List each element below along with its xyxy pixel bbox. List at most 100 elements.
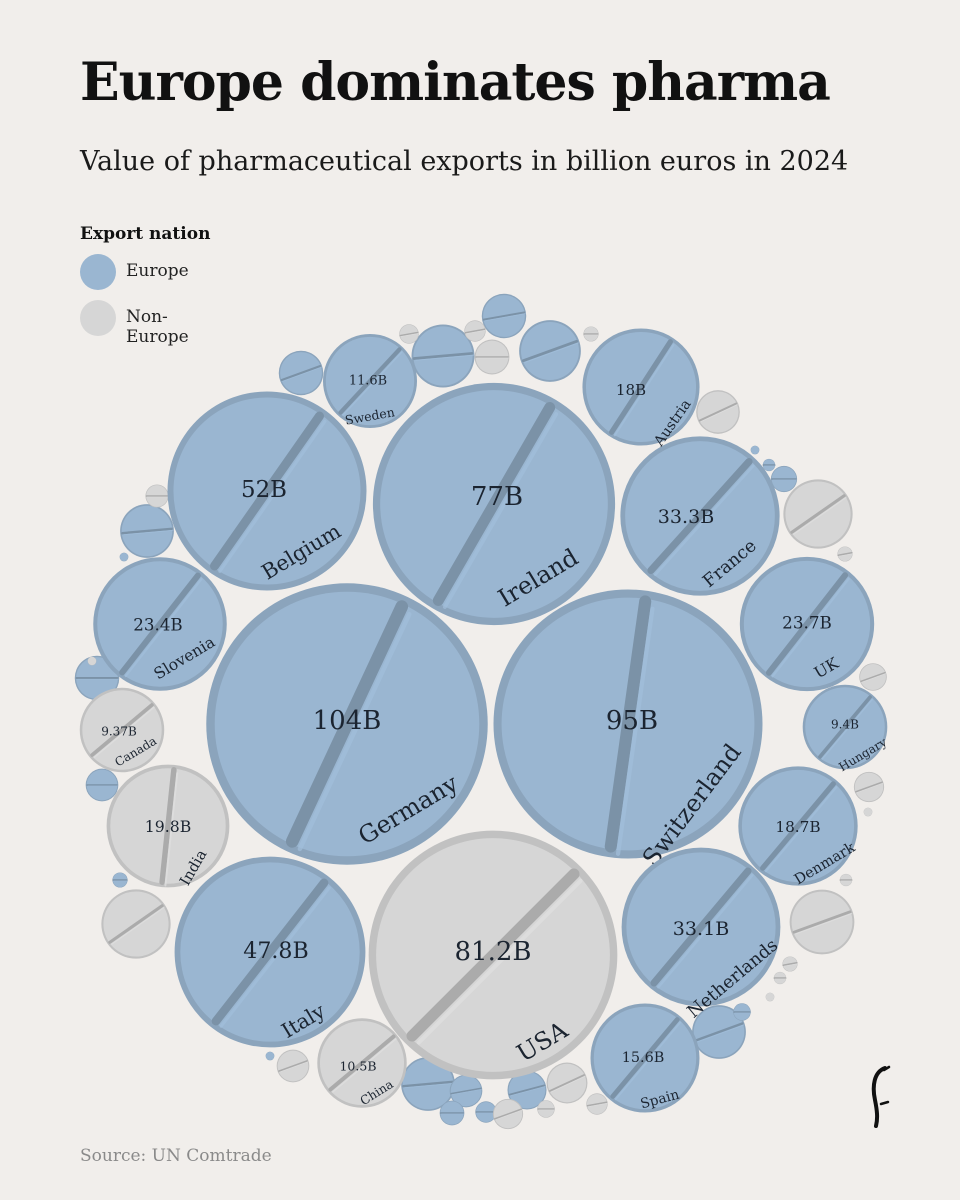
unlabeled-bubble-32: [586, 1093, 608, 1115]
unlabeled-9-score-line: [450, 1087, 482, 1095]
india-score-line: [159, 767, 177, 885]
unlabeled-28-score-highlight: [495, 1109, 523, 1120]
value-label-usa: 81.2B: [455, 937, 532, 967]
unlabeled-bubble-16: [762, 458, 776, 472]
value-label-austria: 18B: [616, 381, 646, 399]
unlabeled-bubble-23: [696, 390, 740, 434]
unlabeled-bubble-17: [119, 552, 129, 562]
unlabeled-bubble-20: [783, 479, 853, 549]
unlabeled-bubble-15: [112, 872, 129, 888]
india-score-highlight: [164, 772, 179, 887]
value-label-china: 10.5B: [339, 1059, 376, 1074]
unlabeled-36-score-highlight: [783, 963, 799, 967]
unlabeled-18-bubble-face: [265, 1051, 275, 1061]
uk-score-highlight: [771, 577, 850, 678]
unlabeled-26-score-line: [278, 1060, 308, 1072]
unlabeled-4-score-line: [121, 527, 173, 535]
unlabeled-27-score-highlight: [856, 782, 884, 793]
unlabeled-29-score-line: [860, 671, 886, 683]
slovenia-score-highlight: [124, 578, 203, 678]
unlabeled-bubble-0: [481, 293, 527, 339]
ireland-score-highlight: [442, 412, 559, 609]
value-label-denmark: 18.7B: [775, 818, 820, 836]
netherlands-score-line: [650, 867, 752, 987]
unlabeled-22-score-line: [792, 910, 852, 934]
unlabeled-bubble-27: [853, 771, 885, 803]
germany-score-line: [285, 600, 409, 848]
austria-score-line: [609, 339, 673, 435]
unlabeled-bubble-42: [765, 992, 775, 1002]
unlabeled-bubble-8: [507, 1070, 547, 1110]
legend-label-non-europe: Non-Europe: [126, 307, 189, 347]
slovenia-score-line: [119, 572, 201, 676]
unlabeled-bubble-6: [401, 1057, 455, 1111]
sweden-score-line: [338, 347, 402, 415]
value-label-switzerland: 95B: [606, 706, 658, 736]
unlabeled-bubble-7: [74, 655, 120, 701]
unlabeled-8-score-highlight: [510, 1086, 546, 1097]
unlabeled-1-score-highlight: [282, 366, 322, 382]
value-label-spain: 15.6B: [622, 1050, 665, 1066]
unlabeled-20-score-line: [790, 494, 846, 534]
unlabeled-3-score-line: [521, 339, 579, 363]
unlabeled-35-score-highlight: [838, 553, 854, 557]
value-label-germany: 104B: [313, 706, 382, 736]
unlabeled-41-bubble-face: [87, 656, 97, 666]
unlabeled-bubble-41: [87, 656, 97, 666]
value-label-france: 33.3B: [658, 505, 715, 528]
unlabeled-bubble-30: [145, 484, 169, 508]
unlabeled-36-score-line: [782, 962, 798, 966]
publisher-logo-icon: [871, 1065, 891, 1128]
legend-title: Export nation: [80, 224, 211, 244]
unlabeled-3-score-highlight: [524, 342, 579, 363]
unlabeled-19-bubble-face: [750, 445, 760, 455]
unlabeled-bubble-3: [519, 320, 581, 382]
unlabeled-bubble-12: [439, 1100, 465, 1126]
unlabeled-bubble-35: [837, 546, 854, 562]
unlabeled-29-score-highlight: [861, 673, 887, 683]
unlabeled-31-score-highlight: [465, 329, 486, 334]
unlabeled-bubble-31: [464, 320, 486, 342]
unlabeled-bubble-19: [750, 445, 760, 455]
unlabeled-32-score-highlight: [587, 1102, 608, 1107]
legend-swatch-non-europe: [80, 300, 116, 336]
unlabeled-33-score-highlight: [400, 333, 420, 337]
unlabeled-17-bubble-face: [119, 552, 129, 562]
unlabeled-6-score-line: [402, 1080, 454, 1088]
unlabeled-0-score-highlight: [484, 313, 526, 322]
unlabeled-40-bubble-face: [863, 807, 873, 817]
france-score-line: [647, 457, 753, 575]
unlabeled-2-score-line: [412, 352, 474, 360]
legend-item-non-europe: Non-Europe: [80, 300, 210, 347]
unlabeled-bubble-29: [859, 663, 887, 691]
value-label-ireland: 77B: [471, 482, 523, 512]
spain-score-line: [610, 1017, 680, 1099]
value-label-uk: 23.7B: [782, 613, 832, 633]
unlabeled-bubble-39: [773, 971, 787, 985]
unlabeled-21-score-highlight: [111, 907, 165, 945]
hungary-score-highlight: [821, 698, 873, 760]
unlabeled-28-score-line: [494, 1108, 522, 1120]
unlabeled-31-score-line: [464, 328, 486, 334]
unlabeled-21-score-line: [108, 904, 164, 944]
unlabeled-bubble-18: [265, 1051, 275, 1061]
unlabeled-bubble-26: [276, 1049, 310, 1083]
value-label-netherlands: 33.1B: [673, 917, 730, 940]
unlabeled-bubble-5: [692, 1005, 746, 1059]
unlabeled-bubble-21: [101, 889, 171, 959]
unlabeled-20-score-highlight: [793, 497, 847, 535]
canada-score-highlight: [93, 706, 155, 758]
usa-score-highlight: [416, 878, 583, 1045]
italy-score-line: [211, 878, 329, 1026]
unlabeled-bubble-14: [733, 1003, 752, 1021]
unlabeled-33-score-line: [399, 331, 419, 337]
